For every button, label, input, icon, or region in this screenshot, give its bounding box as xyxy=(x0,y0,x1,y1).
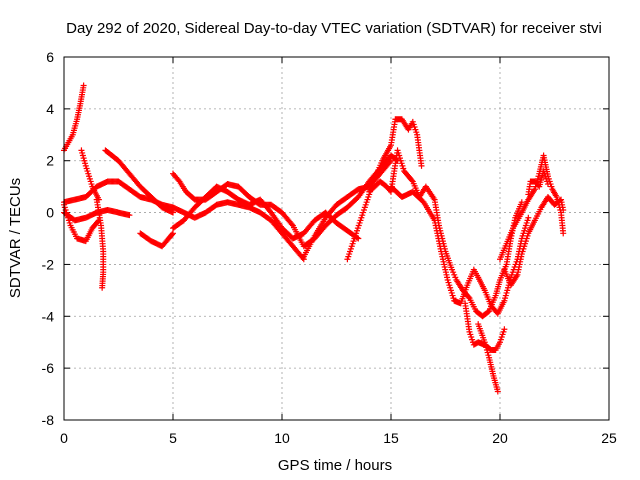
data-point xyxy=(95,196,102,203)
y-tick-label: -4 xyxy=(42,308,55,324)
y-tick-label: -6 xyxy=(42,360,55,376)
x-tick-label: 20 xyxy=(492,430,508,446)
x-tick-label: 15 xyxy=(383,430,399,446)
y-tick-label: 0 xyxy=(46,205,54,221)
y-tick-label: -2 xyxy=(42,256,55,272)
y-tick-label: -8 xyxy=(42,412,55,428)
data-point xyxy=(288,221,295,228)
data-point xyxy=(386,159,393,166)
data-point xyxy=(170,209,176,216)
y-axis-label: SDTVAR / TECUs xyxy=(7,178,24,298)
data-point xyxy=(418,162,425,169)
data-point xyxy=(560,230,567,237)
data-point xyxy=(299,254,306,261)
data-point xyxy=(465,294,472,301)
data-point xyxy=(408,177,415,184)
data-point xyxy=(80,82,87,89)
x-tick-label: 5 xyxy=(169,430,177,446)
data-point xyxy=(501,326,508,333)
x-tick-label: 25 xyxy=(601,430,617,446)
x-tick-label: 10 xyxy=(274,430,290,446)
grid-lines xyxy=(64,57,609,420)
data-point xyxy=(560,206,567,213)
data-point xyxy=(525,214,532,221)
data-points xyxy=(61,82,567,395)
data-point xyxy=(169,231,176,238)
plot-frame xyxy=(63,56,610,421)
y-tick-label: 4 xyxy=(46,101,54,117)
data-point xyxy=(99,284,106,291)
x-axis-label: GPS time / hours xyxy=(278,457,392,474)
data-point xyxy=(494,388,501,395)
data-point xyxy=(170,230,176,237)
y-tick-label: 6 xyxy=(46,49,54,65)
y-tick-label: 2 xyxy=(46,153,54,169)
chart-title: Day 292 of 2020, Sidereal Day-to-day VTE… xyxy=(66,20,602,37)
data-point xyxy=(544,181,551,188)
x-tick-label: 0 xyxy=(60,430,68,446)
data-point xyxy=(175,177,182,184)
axis-ticks: 0 5 10 15 20 25 -8 -6 -4 -2 0 2 4 6 xyxy=(42,49,617,446)
data-point xyxy=(518,199,525,206)
data-point xyxy=(126,212,133,219)
